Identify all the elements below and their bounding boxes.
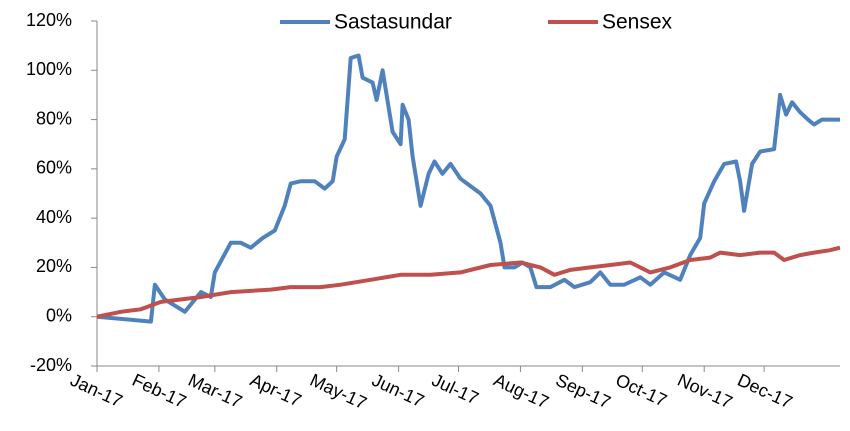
x-tick-label: Mar-17	[185, 370, 245, 412]
y-tick-label: -20%	[30, 355, 72, 375]
y-tick-label: 60%	[36, 158, 72, 178]
x-tick-label: Sep-17	[553, 370, 614, 413]
y-tick-label: 0%	[46, 305, 72, 325]
x-tick-label: Nov-17	[674, 370, 735, 413]
x-tick-label: May-17	[307, 370, 370, 413]
y-tick-label: 120%	[26, 10, 72, 30]
legend-label: Sensex	[602, 11, 673, 34]
series-line	[96, 245, 841, 319]
series-line	[96, 53, 840, 324]
y-tick-label: 100%	[26, 59, 72, 79]
x-tick-label: Oct-17	[613, 370, 670, 411]
y-tick-label: 80%	[36, 108, 72, 128]
x-tick-label: Dec-17	[734, 370, 795, 413]
y-tick-label: 20%	[36, 256, 72, 276]
legend: Sastasundar Sensex	[280, 11, 673, 34]
x-tick-label: Apr-17	[247, 370, 304, 411]
x-tick-label: Feb-17	[129, 370, 189, 412]
legend-label: Sastasundar	[334, 11, 452, 34]
x-tick-label: Jun-17	[369, 370, 427, 411]
x-tick-label: Jul-17	[429, 370, 482, 409]
y-tick-label: 40%	[36, 207, 72, 227]
x-tick-label: Jan-17	[67, 370, 125, 411]
x-tick-label: Aug-17	[491, 370, 552, 413]
